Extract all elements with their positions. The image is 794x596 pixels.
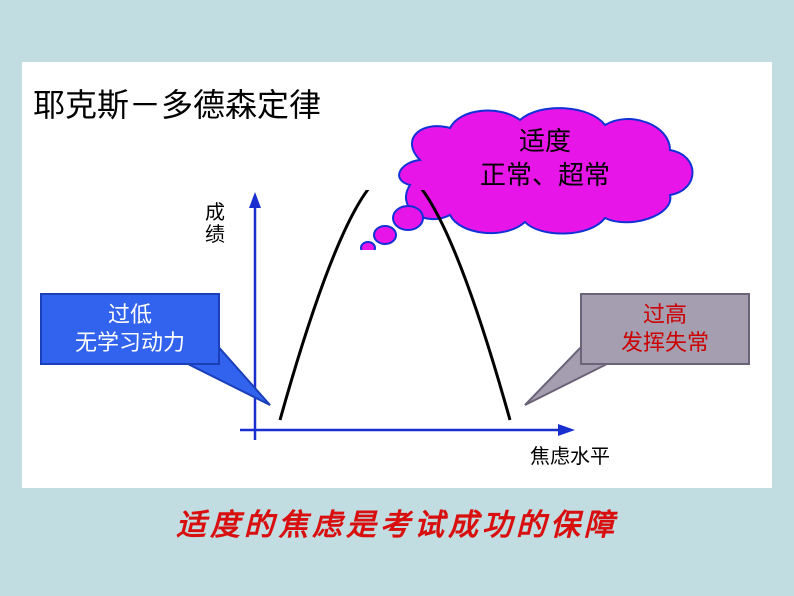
cloud-line2: 正常、超常 — [480, 161, 610, 190]
callout-low: 过低 无学习动力 — [40, 293, 220, 365]
x-axis-label: 焦虑水平 — [530, 440, 610, 469]
bottom-caption: 适度的焦虑是考试成功的保障 — [0, 500, 794, 544]
callout-high: 过高 发挥失常 — [580, 293, 750, 365]
page-title: 耶克斯－多德森定律 — [33, 80, 321, 126]
callout-high-line1: 过高 — [643, 302, 687, 327]
callout-low-line1: 过低 — [108, 302, 152, 327]
y-axis-label: 成 绩 — [205, 202, 225, 246]
callout-high-line2: 发挥失常 — [621, 330, 709, 355]
cloud-label: 适度 正常、超常 — [420, 125, 670, 193]
callout-low-line2: 无学习动力 — [75, 330, 185, 355]
cloud-line1: 适度 — [519, 127, 571, 156]
